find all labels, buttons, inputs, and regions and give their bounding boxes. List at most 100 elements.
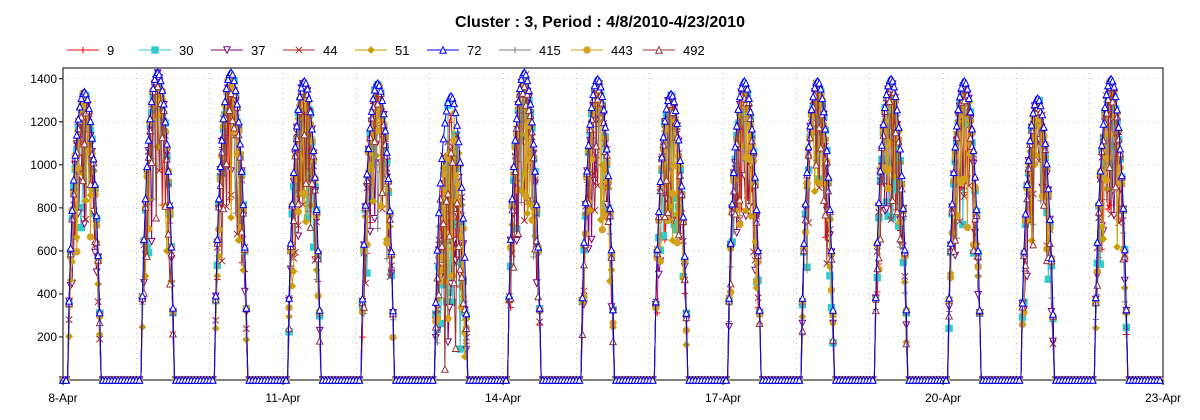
data-point — [286, 238, 295, 247]
data-point — [157, 162, 164, 170]
data-point — [522, 192, 530, 200]
data-point — [1015, 375, 1024, 384]
data-point — [83, 94, 92, 103]
data-point — [964, 93, 973, 102]
data-point — [1114, 122, 1123, 131]
data-point — [289, 267, 298, 276]
data-point — [1029, 240, 1038, 249]
data-point — [456, 157, 465, 166]
data-point — [512, 237, 521, 246]
data-point — [66, 276, 75, 285]
data-point — [1103, 196, 1110, 203]
data-point — [728, 199, 737, 208]
data-point — [459, 213, 468, 222]
data-point — [505, 291, 514, 300]
data-point — [891, 128, 900, 137]
data-point — [456, 264, 465, 273]
data-point — [155, 70, 164, 79]
data-point — [1026, 136, 1035, 145]
data-point — [598, 91, 607, 100]
data-point — [92, 237, 101, 246]
data-point — [1104, 154, 1112, 162]
data-point — [242, 335, 251, 344]
data-point — [971, 172, 980, 181]
data-point — [523, 76, 532, 85]
data-point — [670, 161, 678, 170]
data-point — [874, 198, 883, 207]
data-point — [902, 339, 911, 348]
data-point — [147, 237, 156, 246]
data-point — [605, 203, 614, 212]
data-point — [893, 105, 902, 114]
data-point — [1024, 155, 1033, 164]
data-point — [743, 84, 752, 93]
data-point — [806, 121, 815, 130]
data-point — [897, 171, 906, 180]
data-point — [509, 262, 518, 271]
data-point — [285, 323, 294, 332]
data-point — [873, 264, 882, 273]
data-point — [824, 172, 833, 181]
data-point — [436, 178, 445, 187]
data-point — [439, 170, 448, 178]
data-point — [152, 213, 161, 222]
data-point — [508, 194, 517, 203]
data-point — [1105, 130, 1114, 138]
data-point — [966, 107, 975, 116]
data-point — [531, 166, 540, 175]
data-point — [219, 204, 228, 213]
data-point — [143, 251, 152, 260]
data-point — [955, 92, 964, 101]
data-point — [887, 140, 895, 149]
data-point — [607, 245, 616, 254]
data-point — [68, 205, 77, 214]
data-point — [161, 117, 170, 126]
data-point — [156, 76, 165, 85]
data-point — [1045, 214, 1054, 223]
data-point — [969, 245, 978, 254]
data-point — [450, 278, 459, 287]
data-point — [74, 124, 83, 133]
data-point — [314, 246, 323, 255]
data-point — [803, 167, 812, 176]
data-point — [1047, 253, 1056, 262]
data-point — [608, 305, 618, 314]
data-point — [1116, 144, 1125, 153]
y-tick-label: 1400 — [30, 72, 57, 86]
data-point — [71, 150, 80, 159]
legend: 9 30 37 44 51 72 415 443 492 — [67, 43, 705, 58]
data-point — [754, 246, 763, 255]
data-point — [587, 235, 596, 244]
data-point — [583, 166, 592, 175]
data-point — [653, 244, 662, 253]
data-point — [1111, 91, 1120, 100]
data-point — [1097, 140, 1106, 149]
data-point — [735, 92, 744, 101]
data-point — [946, 238, 955, 247]
data-point — [1040, 131, 1048, 140]
data-point — [651, 297, 660, 306]
data-point — [428, 375, 437, 384]
data-point — [591, 206, 599, 214]
data-point — [671, 106, 680, 115]
data-point — [369, 197, 378, 206]
legend-label: 44 — [323, 43, 337, 58]
legend-marker — [438, 45, 448, 54]
data-point — [1021, 209, 1030, 218]
data-point — [311, 185, 320, 194]
legend-item: 9 — [67, 43, 114, 58]
data-point — [78, 176, 87, 185]
data-point — [211, 324, 220, 333]
data-point — [810, 187, 819, 196]
data-point — [581, 198, 590, 207]
data-point — [1018, 298, 1027, 307]
data-point — [595, 76, 604, 85]
data-point — [168, 303, 178, 312]
data-point — [434, 290, 443, 299]
data-point — [437, 154, 446, 163]
data-point — [1044, 184, 1053, 193]
legend-item: 72 — [427, 43, 481, 58]
data-point — [963, 84, 972, 93]
